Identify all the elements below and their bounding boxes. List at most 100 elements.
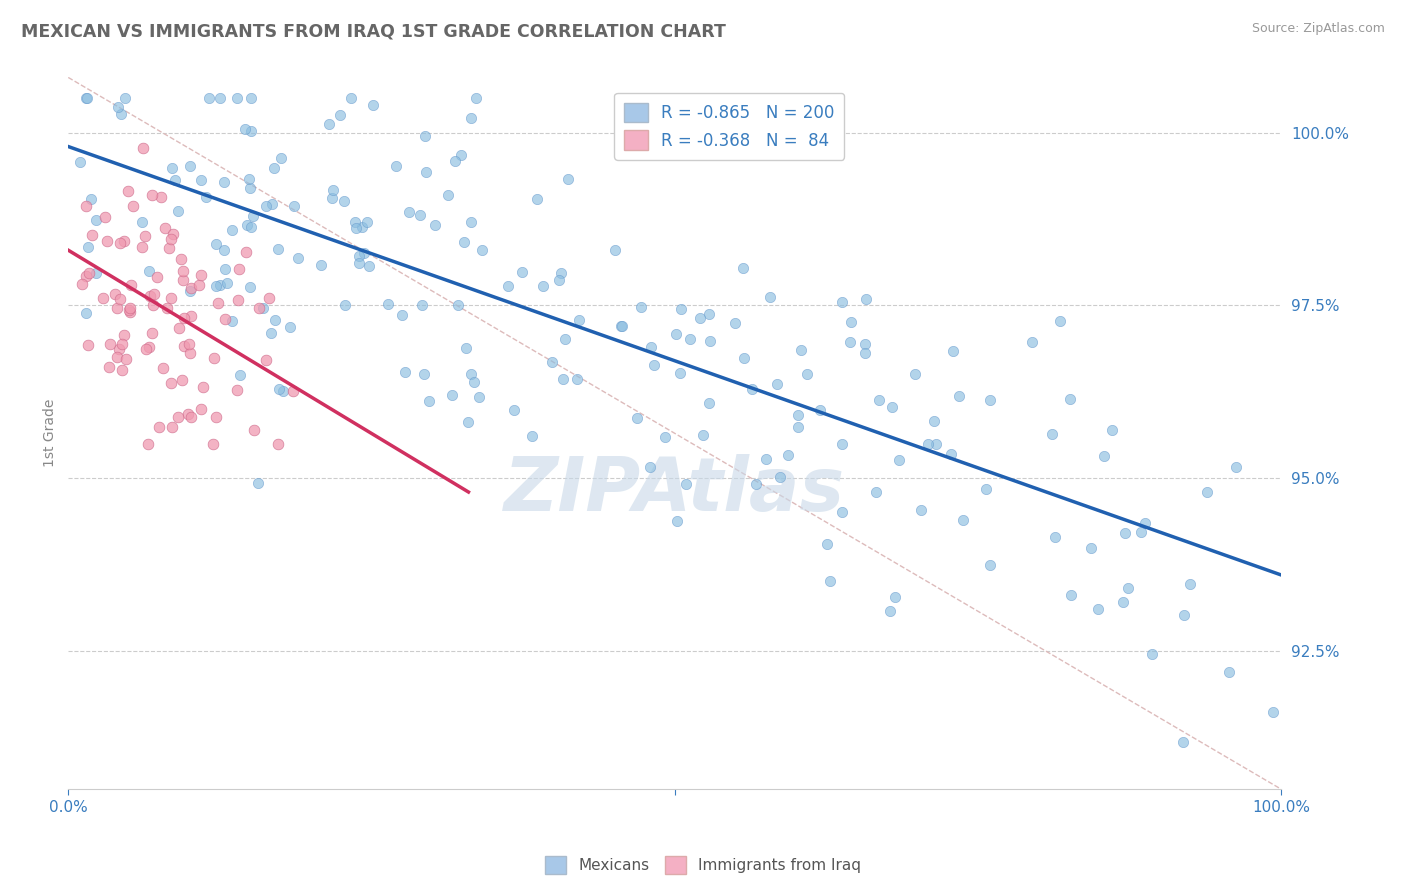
Point <box>411 298 433 312</box>
Point <box>884 591 907 605</box>
Point <box>190 173 212 187</box>
Point <box>522 428 544 442</box>
Point <box>254 199 277 213</box>
Point <box>243 423 266 437</box>
Point <box>460 367 482 381</box>
Point <box>699 307 721 321</box>
Point <box>948 389 970 403</box>
Point <box>855 292 877 306</box>
Point <box>75 199 97 213</box>
Point <box>167 409 190 424</box>
Point <box>146 270 169 285</box>
Point <box>554 332 576 346</box>
Point <box>309 258 332 272</box>
Point <box>456 341 478 355</box>
Point <box>240 124 263 138</box>
Point <box>796 367 818 381</box>
Point <box>979 558 1001 572</box>
Point <box>731 260 754 275</box>
Point <box>855 346 877 360</box>
Point <box>267 242 290 256</box>
Point <box>118 301 141 315</box>
Point <box>115 352 138 367</box>
Point <box>134 229 156 244</box>
Point <box>450 148 472 162</box>
Point <box>172 264 194 278</box>
Point <box>212 175 235 189</box>
Point <box>689 310 711 325</box>
Point <box>353 246 375 260</box>
Point <box>557 172 579 186</box>
Point <box>1197 485 1219 500</box>
Point <box>724 316 747 330</box>
Point <box>329 108 352 122</box>
Point <box>214 312 236 326</box>
Point <box>205 410 228 425</box>
Point <box>1116 582 1139 596</box>
Point <box>107 100 129 114</box>
Point <box>460 111 482 125</box>
Point <box>98 336 121 351</box>
Point <box>104 286 127 301</box>
Point <box>551 372 574 386</box>
Point <box>889 453 911 467</box>
Point <box>1049 314 1071 328</box>
Point <box>498 278 520 293</box>
Point <box>541 355 564 369</box>
Point <box>149 190 172 204</box>
Point <box>208 277 231 292</box>
Point <box>839 315 862 329</box>
Point <box>260 196 283 211</box>
Point <box>745 476 768 491</box>
Point <box>138 340 160 354</box>
Point <box>215 276 238 290</box>
Point <box>263 161 285 176</box>
Point <box>180 281 202 295</box>
Y-axis label: 1st Grade: 1st Grade <box>44 399 58 467</box>
Point <box>1087 602 1109 616</box>
Point <box>917 436 939 450</box>
Point <box>197 91 219 105</box>
Point <box>352 220 374 235</box>
Point <box>204 278 226 293</box>
Point <box>180 309 202 323</box>
Point <box>75 306 97 320</box>
Point <box>111 337 134 351</box>
Point <box>167 203 190 218</box>
Point <box>423 218 446 232</box>
Point <box>228 261 250 276</box>
Point <box>640 340 662 354</box>
Point <box>281 384 304 398</box>
Point <box>880 400 903 414</box>
Point <box>808 402 831 417</box>
Point <box>94 210 117 224</box>
Point <box>1043 530 1066 544</box>
Text: MEXICAN VS IMMIGRANTS FROM IRAQ 1ST GRADE CORRELATION CHART: MEXICAN VS IMMIGRANTS FROM IRAQ 1ST GRAD… <box>21 22 725 40</box>
Point <box>668 366 690 380</box>
Point <box>787 408 810 422</box>
Point <box>415 128 437 143</box>
Point <box>413 367 436 381</box>
Point <box>226 383 249 397</box>
Point <box>177 407 200 421</box>
Point <box>675 476 697 491</box>
Point <box>394 365 416 379</box>
Point <box>156 301 179 316</box>
Point <box>114 91 136 105</box>
Point <box>787 419 810 434</box>
Point <box>446 298 468 312</box>
Point <box>193 380 215 394</box>
Point <box>924 436 946 450</box>
Point <box>1114 525 1136 540</box>
Point <box>654 429 676 443</box>
Point <box>603 244 626 258</box>
Point <box>117 184 139 198</box>
Point <box>1225 459 1247 474</box>
Point <box>361 98 384 112</box>
Point <box>510 265 533 279</box>
Point <box>111 363 134 377</box>
Point <box>110 107 132 121</box>
Point <box>235 219 257 233</box>
Point <box>142 298 165 312</box>
Point <box>201 436 224 450</box>
